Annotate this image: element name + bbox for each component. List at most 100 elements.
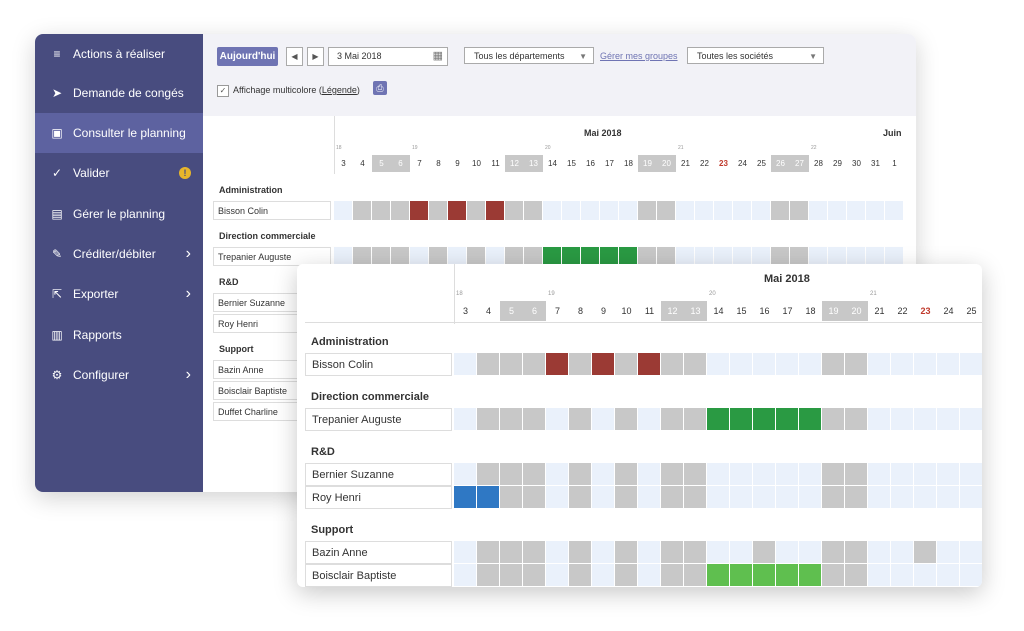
planning-cell[interactable]	[592, 408, 615, 431]
planning-cell[interactable]	[960, 408, 982, 431]
planning-cell[interactable]	[500, 564, 523, 587]
planning-cell[interactable]	[657, 201, 676, 221]
planning-cell[interactable]	[891, 408, 914, 431]
planning-cell[interactable]	[845, 408, 868, 431]
planning-cell[interactable]	[914, 541, 937, 564]
planning-cell[interactable]	[454, 408, 477, 431]
planning-cell[interactable]	[569, 353, 592, 376]
planning-cell[interactable]	[546, 408, 569, 431]
planning-cell[interactable]	[500, 408, 523, 431]
planning-cell[interactable]	[500, 353, 523, 376]
planning-cell[interactable]	[730, 541, 753, 564]
planning-cell[interactable]	[937, 463, 960, 486]
planning-cell[interactable]	[799, 463, 822, 486]
planning-cell[interactable]	[661, 564, 684, 587]
planning-cell[interactable]	[454, 541, 477, 564]
planning-cell[interactable]	[524, 201, 543, 221]
planning-cell[interactable]	[523, 486, 546, 509]
planning-cell[interactable]	[868, 486, 891, 509]
planning-cell[interactable]	[847, 201, 866, 221]
planning-cell[interactable]	[477, 408, 500, 431]
planning-cell[interactable]	[661, 408, 684, 431]
planning-cell[interactable]	[753, 463, 776, 486]
planning-cell[interactable]	[638, 541, 661, 564]
planning-cell[interactable]	[592, 463, 615, 486]
legend-link[interactable]: Légende	[321, 85, 357, 95]
planning-cell[interactable]	[477, 486, 500, 509]
planning-cell[interactable]	[353, 201, 372, 221]
sidebar-item-3[interactable]: ▣ Consulter le planning	[35, 113, 203, 153]
planning-cell[interactable]	[569, 564, 592, 587]
planning-cell[interactable]	[546, 486, 569, 509]
planning-cell[interactable]	[822, 541, 845, 564]
planning-cell[interactable]	[753, 353, 776, 376]
planning-cell[interactable]	[714, 201, 733, 221]
departments-select[interactable]: Tous les départements ▼	[464, 47, 594, 64]
planning-cell[interactable]	[684, 564, 707, 587]
planning-cell[interactable]	[477, 541, 500, 564]
planning-cell[interactable]	[707, 408, 730, 431]
planning-cell[interactable]	[523, 463, 546, 486]
next-arrow-icon[interactable]: ▶	[307, 47, 324, 66]
planning-cell[interactable]	[730, 353, 753, 376]
planning-cell[interactable]	[429, 201, 448, 221]
planning-cell[interactable]	[454, 486, 477, 509]
planning-cell[interactable]	[546, 564, 569, 587]
planning-cell[interactable]	[600, 201, 619, 221]
sidebar-item-4[interactable]: ✓ Valider!	[35, 153, 203, 193]
planning-cell[interactable]	[868, 564, 891, 587]
planning-cell[interactable]	[562, 201, 581, 221]
planning-cell[interactable]	[592, 564, 615, 587]
date-input[interactable]: 3 Mai 2018 ▦	[328, 47, 448, 66]
planning-cell[interactable]	[661, 541, 684, 564]
planning-cell[interactable]	[868, 541, 891, 564]
employee-name[interactable]: Boisclair Baptiste	[305, 564, 452, 587]
planning-cell[interactable]	[828, 201, 847, 221]
planning-cell[interactable]	[707, 353, 730, 376]
planning-cell[interactable]	[822, 463, 845, 486]
planning-cell[interactable]	[730, 486, 753, 509]
planning-cell[interactable]	[334, 201, 353, 221]
planning-cell[interactable]	[638, 463, 661, 486]
previous-arrow-icon[interactable]: ◀	[286, 47, 303, 66]
planning-cell[interactable]	[661, 353, 684, 376]
planning-cell[interactable]	[776, 353, 799, 376]
planning-cell[interactable]	[638, 408, 661, 431]
sidebar-item-9[interactable]: ⚙ Configurer ›	[35, 355, 203, 395]
planning-cell[interactable]	[684, 486, 707, 509]
planning-cell[interactable]	[477, 353, 500, 376]
planning-cell[interactable]	[937, 486, 960, 509]
planning-cell[interactable]	[546, 463, 569, 486]
planning-cell[interactable]	[454, 463, 477, 486]
planning-cell[interactable]	[960, 486, 982, 509]
planning-cell[interactable]	[684, 463, 707, 486]
manage-groups-link[interactable]: Gérer mes groupes	[600, 51, 678, 61]
employee-name[interactable]: Bazin Anne	[305, 541, 452, 564]
planning-cell[interactable]	[776, 564, 799, 587]
sidebar-item-7[interactable]: ⇱ Exporter ›	[35, 274, 203, 314]
planning-cell[interactable]	[730, 463, 753, 486]
planning-cell[interactable]	[790, 201, 809, 221]
planning-cell[interactable]	[500, 541, 523, 564]
planning-cell[interactable]	[523, 541, 546, 564]
planning-cell[interactable]	[546, 353, 569, 376]
planning-cell[interactable]	[960, 463, 982, 486]
planning-cell[interactable]	[569, 463, 592, 486]
print-icon[interactable]: ⎙	[373, 81, 387, 95]
planning-cell[interactable]	[845, 353, 868, 376]
planning-cell[interactable]	[960, 541, 982, 564]
planning-cell[interactable]	[914, 353, 937, 376]
planning-cell[interactable]	[866, 201, 885, 221]
planning-cell[interactable]	[753, 564, 776, 587]
calendar-picker-icon[interactable]: ▦	[432, 50, 443, 62]
planning-cell[interactable]	[615, 486, 638, 509]
planning-cell[interactable]	[684, 408, 707, 431]
planning-cell[interactable]	[937, 564, 960, 587]
planning-cell[interactable]	[753, 486, 776, 509]
planning-cell[interactable]	[914, 486, 937, 509]
chevron-right-icon[interactable]: ›	[185, 245, 191, 262]
employee-name[interactable]: Roy Henri	[305, 486, 452, 509]
planning-cell[interactable]	[885, 201, 904, 221]
planning-cell[interactable]	[569, 408, 592, 431]
planning-cell[interactable]	[638, 486, 661, 509]
